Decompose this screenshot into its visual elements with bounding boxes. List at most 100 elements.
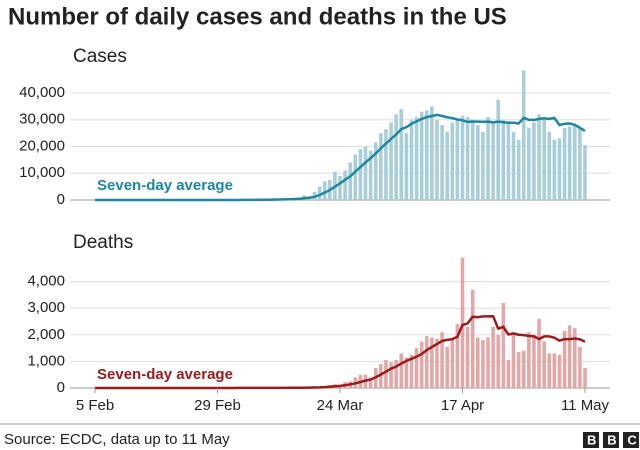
bar bbox=[379, 364, 383, 388]
bar bbox=[358, 149, 363, 200]
bar bbox=[414, 117, 419, 200]
bar bbox=[583, 368, 587, 388]
bar bbox=[527, 332, 531, 388]
bar bbox=[465, 326, 470, 388]
bar bbox=[578, 346, 582, 388]
logo-box bbox=[583, 432, 599, 448]
bar bbox=[414, 348, 419, 388]
page-title: Number of daily cases and deaths in the … bbox=[8, 3, 507, 30]
bar bbox=[476, 337, 480, 388]
bar bbox=[476, 125, 480, 200]
y-tick-label: 1,000 bbox=[27, 352, 65, 369]
bar bbox=[501, 302, 506, 388]
bar bbox=[389, 362, 393, 388]
bar bbox=[567, 325, 572, 388]
bar bbox=[435, 119, 439, 200]
y-tick-label: 0 bbox=[57, 191, 65, 208]
bar bbox=[409, 119, 414, 200]
bar bbox=[481, 131, 485, 200]
bar bbox=[419, 341, 424, 388]
bar bbox=[511, 332, 516, 388]
bar bbox=[394, 360, 398, 388]
panel-title: Cases bbox=[73, 46, 127, 67]
bar bbox=[511, 131, 516, 200]
bar bbox=[424, 336, 429, 388]
bar bbox=[506, 122, 511, 200]
bar bbox=[516, 352, 521, 388]
bar bbox=[404, 357, 409, 388]
bar bbox=[348, 162, 353, 200]
bar bbox=[430, 337, 434, 388]
y-tick-label: 40,000 bbox=[19, 84, 65, 101]
y-tick-label: 30,000 bbox=[19, 111, 65, 128]
x-tick-label: 5 Feb bbox=[76, 397, 114, 414]
bar bbox=[368, 377, 373, 388]
y-tick-label: 20,000 bbox=[19, 137, 65, 154]
bar bbox=[450, 122, 455, 200]
bar bbox=[481, 340, 485, 388]
average-line bbox=[95, 314, 586, 390]
bar bbox=[537, 318, 541, 388]
bar bbox=[317, 186, 322, 200]
bar bbox=[557, 354, 562, 388]
bar bbox=[542, 119, 546, 200]
bar bbox=[552, 139, 557, 200]
bar bbox=[445, 131, 449, 200]
bar bbox=[424, 110, 429, 200]
bar bbox=[363, 146, 368, 200]
bar bbox=[384, 360, 388, 388]
bar bbox=[440, 125, 444, 200]
bar bbox=[486, 337, 490, 388]
logo-box bbox=[623, 432, 639, 448]
bar bbox=[322, 181, 327, 200]
x-tick-label: 24 Mar bbox=[317, 397, 364, 414]
bar bbox=[547, 131, 552, 200]
bar bbox=[552, 353, 557, 388]
y-tick-label: 0 bbox=[57, 379, 65, 396]
bar bbox=[435, 338, 439, 388]
bar bbox=[562, 127, 567, 200]
bar bbox=[470, 289, 475, 388]
bar bbox=[399, 353, 404, 388]
bar bbox=[578, 127, 582, 200]
bar bbox=[501, 119, 506, 200]
bar bbox=[460, 115, 465, 200]
bar bbox=[455, 119, 460, 200]
bar bbox=[516, 139, 521, 200]
bar bbox=[343, 170, 347, 200]
y-tick-label: 2,000 bbox=[27, 326, 65, 343]
bar bbox=[491, 326, 495, 388]
bar bbox=[399, 109, 404, 200]
bar bbox=[353, 154, 358, 200]
bar bbox=[368, 150, 373, 200]
logo-box bbox=[603, 432, 619, 448]
y-tick-label: 10,000 bbox=[19, 164, 65, 181]
bar bbox=[572, 328, 577, 388]
y-tick-label: 3,000 bbox=[27, 299, 65, 316]
bar bbox=[384, 129, 388, 200]
bar bbox=[389, 122, 393, 200]
bar bbox=[404, 133, 409, 200]
bar bbox=[491, 122, 495, 200]
bar bbox=[460, 257, 465, 388]
bar bbox=[506, 360, 511, 388]
panel-title: Deaths bbox=[73, 232, 133, 253]
bar bbox=[542, 341, 546, 388]
bar bbox=[547, 353, 552, 388]
y-tick-label: 4,000 bbox=[27, 273, 65, 290]
bar bbox=[455, 324, 460, 388]
bar bbox=[557, 138, 562, 200]
bar bbox=[527, 127, 531, 200]
logo: BBC bbox=[587, 432, 640, 447]
bar bbox=[562, 330, 567, 388]
x-tick-label: 11 May bbox=[561, 397, 610, 414]
bar bbox=[430, 106, 434, 200]
bar bbox=[521, 350, 526, 388]
bar bbox=[394, 114, 398, 200]
bar bbox=[532, 334, 536, 388]
bar bbox=[419, 111, 424, 200]
bar bbox=[445, 346, 449, 388]
legend-label: Seven-day average bbox=[97, 177, 233, 194]
legend-label: Seven-day average bbox=[97, 366, 233, 383]
